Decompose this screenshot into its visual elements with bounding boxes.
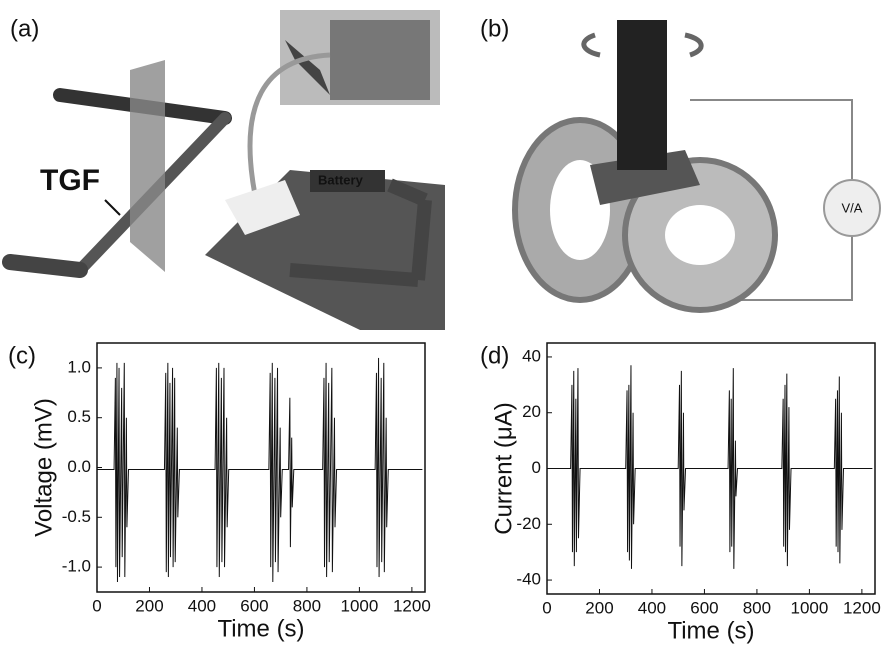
panel-label: (a) — [10, 15, 39, 42]
x-tick-label: 800 — [293, 596, 321, 615]
x-tick-label: 400 — [638, 598, 666, 617]
x-tick-label: 600 — [690, 598, 718, 617]
signal-line — [97, 357, 423, 583]
inset-strip — [285, 40, 330, 95]
y-tick-label: 0 — [532, 458, 541, 477]
tgf-arrow — [104, 199, 121, 216]
meter-label: V/A — [842, 200, 863, 215]
x-tick-label: 0 — [92, 596, 101, 615]
tgf-patch — [225, 180, 300, 235]
x-tick-label: 800 — [743, 598, 771, 617]
y-axis-title: Voltage (mV) — [30, 398, 57, 537]
y-tick-label: 1.0 — [67, 357, 91, 376]
wire — [387, 178, 428, 207]
rotation-arrow — [684, 32, 704, 58]
frame-bar — [2, 254, 88, 278]
x-tick-label: 200 — [135, 596, 163, 615]
tgf-label: TGF — [40, 164, 100, 197]
battery-label: Battery — [318, 172, 364, 187]
x-tick-label: 1200 — [393, 596, 431, 615]
wire — [411, 199, 432, 281]
x-tick-label: 1200 — [843, 598, 881, 617]
curved-arrow — [247, 52, 331, 196]
panel-label: (b) — [480, 15, 509, 42]
inset-grid — [330, 20, 430, 100]
y-tick-label: 0.0 — [67, 457, 91, 476]
battery — [310, 170, 385, 192]
wire — [289, 263, 419, 287]
y-tick-label: 20 — [522, 402, 541, 421]
plot-frame — [96, 342, 426, 593]
y-tick-label: -20 — [516, 514, 541, 533]
rotor — [617, 20, 667, 170]
x-axis-title: Time (s) — [217, 615, 304, 642]
y-tick-label: -1.0 — [62, 557, 91, 576]
illustration-a: TGF Battery (a) — [2, 10, 445, 330]
signal-line — [547, 365, 873, 569]
x-tick-label: 400 — [188, 596, 216, 615]
y-tick-label: 40 — [522, 346, 541, 365]
coil-hole — [665, 205, 735, 265]
x-axis-title: Time (s) — [667, 617, 754, 644]
meter — [823, 179, 881, 237]
panel-label: (c) — [8, 342, 36, 369]
y-tick-label: 0.5 — [67, 407, 91, 426]
y-axis-title: Current (μA) — [490, 402, 517, 535]
x-tick-label: 200 — [585, 598, 613, 617]
x-tick-label: 1000 — [790, 598, 828, 617]
x-tick-label: 600 — [240, 596, 268, 615]
rotation-arrow — [581, 32, 601, 58]
y-tick-label: -40 — [516, 570, 541, 589]
panel-label: (d) — [480, 342, 509, 369]
x-tick-label: 1000 — [340, 596, 378, 615]
y-tick-label: -0.5 — [62, 507, 91, 526]
tgf-sheet — [130, 60, 165, 272]
x-tick-label: 0 — [542, 598, 551, 617]
illustration-b: (b) V/A — [480, 15, 881, 313]
